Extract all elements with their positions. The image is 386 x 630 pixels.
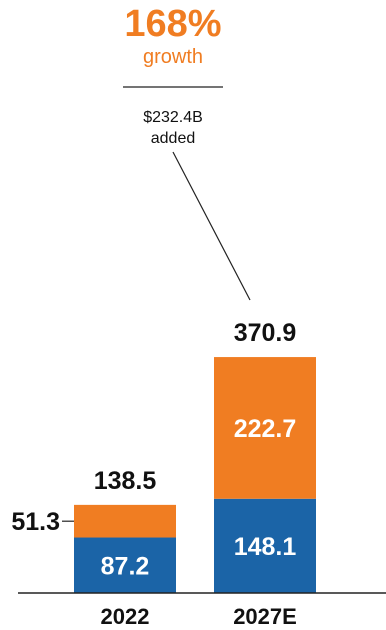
growth-value: 168%	[124, 3, 221, 45]
callout-leader-line	[172, 151, 251, 301]
data-label-bottom-2027E: 148.1	[234, 533, 297, 561]
bar-segment-bottom-2022	[74, 537, 176, 593]
data-label-top-2022: 51.3	[11, 508, 60, 536]
bar-segment-top-2027E	[214, 357, 316, 499]
x-axis: 2022 2027E	[101, 604, 297, 629]
labels-layer: 87.2 51.3 138.5 148.1 222.7 370.9	[11, 319, 296, 580]
data-label-top-2027E: 222.7	[234, 415, 297, 443]
x-tick-label-2022: 2022	[101, 604, 150, 629]
growth-callout: 168% growth $232.4B added	[123, 3, 251, 301]
data-label-total-2027E: 370.9	[234, 319, 297, 347]
bar-segment-bottom-2027E	[214, 498, 316, 593]
x-tick-label-2027E: 2027E	[233, 604, 297, 629]
bars-layer	[74, 357, 316, 593]
added-label: added	[151, 130, 196, 147]
added-value: $232.4B	[143, 109, 203, 126]
data-label-bottom-2022: 87.2	[101, 552, 150, 580]
growth-label: growth	[143, 46, 203, 68]
bar-segment-top-2022	[74, 504, 176, 538]
data-label-total-2022: 138.5	[94, 467, 157, 495]
